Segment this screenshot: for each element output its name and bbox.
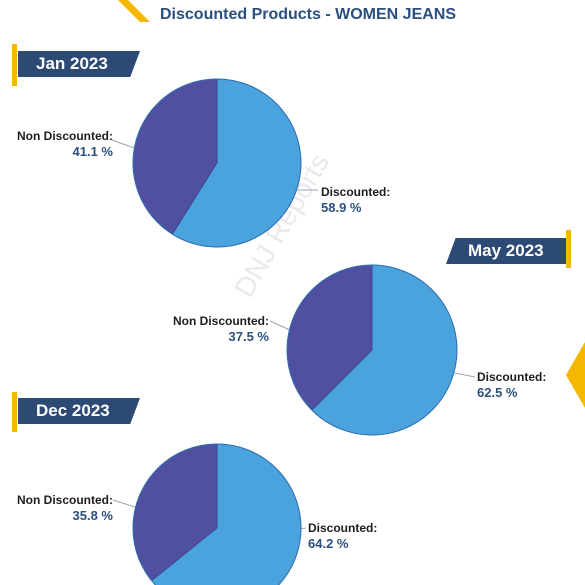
leader-dec-nd — [112, 499, 139, 509]
leader-may-d — [454, 372, 476, 378]
page-title: Discounted Products - WOMEN JEANS — [160, 6, 457, 23]
label-may-discounted: Discounted: 62.5 % — [477, 369, 546, 401]
pie-outline — [286, 264, 458, 436]
pie-chart-may — [286, 264, 458, 436]
label-text: Discounted: — [321, 185, 391, 199]
label-may-non-discounted: Non Discounted: 37.5 % — [173, 313, 269, 345]
label-text: Non Discounted: — [17, 493, 113, 507]
accent-bar-may — [566, 230, 571, 268]
label-dec-non-discounted: Non Discounted: 35.8 % — [17, 492, 113, 524]
label-jan-non-discounted: Non Discounted: 41.1 % — [17, 128, 113, 160]
label-value: 37.5 % — [228, 329, 269, 344]
label-text: Discounted: — [308, 521, 378, 535]
label-value: 41.1 % — [72, 144, 113, 159]
label-value: 35.8 % — [72, 508, 113, 523]
label-value: 62.5 % — [477, 385, 518, 400]
period-banner-may: May 2023 — [446, 238, 566, 264]
label-dec-discounted: Discounted: 64.2 % — [308, 520, 377, 552]
accent-chevron-top — [118, 0, 150, 22]
accent-bar-jan — [12, 44, 17, 86]
label-text: Non Discounted: — [173, 314, 269, 328]
label-value: 64.2 % — [308, 536, 349, 551]
label-text: Non Discounted: — [17, 129, 113, 143]
accent-chevron-right — [566, 342, 585, 408]
pie-chart-jan — [132, 78, 302, 248]
period-banner-dec: Dec 2023 — [18, 398, 140, 424]
leader-may-nd — [269, 320, 291, 331]
period-banner-jan: Jan 2023 — [18, 51, 140, 77]
label-text: Discounted: — [477, 370, 547, 384]
accent-bar-dec — [12, 392, 17, 432]
label-jan-discounted: Discounted: 58.9 % — [321, 184, 390, 216]
pie-chart-dec — [132, 443, 302, 585]
pie-outline — [132, 443, 302, 585]
label-value: 58.9 % — [321, 200, 362, 215]
pie-outline — [132, 78, 302, 248]
